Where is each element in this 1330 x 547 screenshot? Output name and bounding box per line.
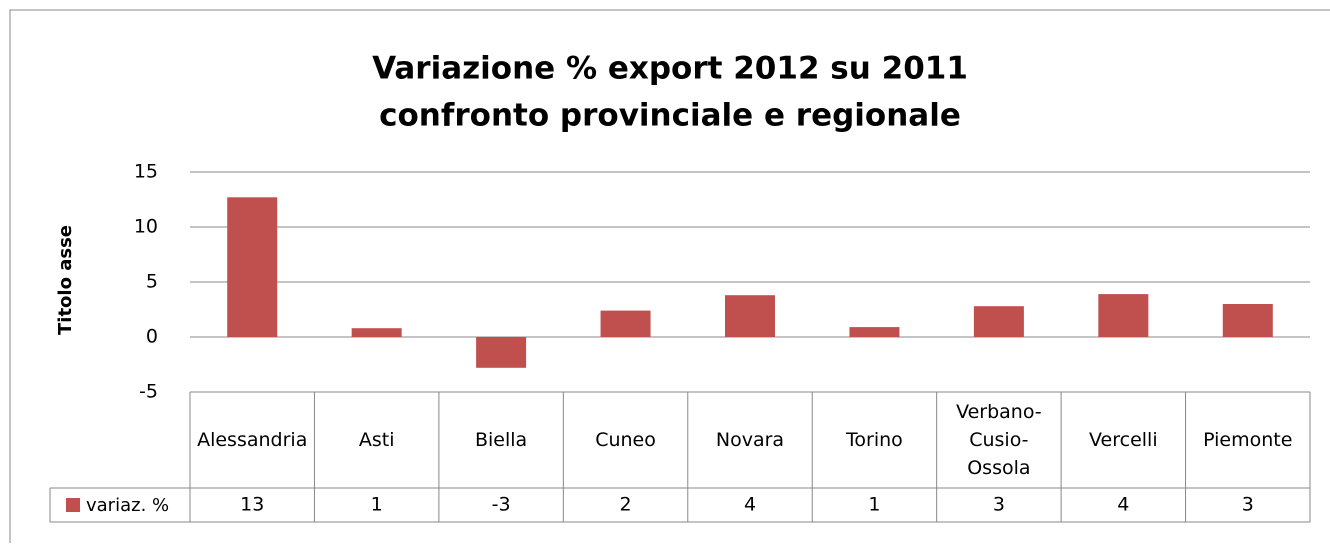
y-tick-label: 0 [146,326,158,348]
data-table-value: 1 [868,494,880,516]
x-tick-label-box: Cuneo [595,429,656,451]
x-tick-label: Vercelli [1089,429,1158,451]
x-tick-label-box: Asti [358,429,395,451]
data-table-value: 1 [371,494,383,516]
x-tick-label: Biella [474,429,528,451]
bar [600,310,651,337]
bar [476,337,527,368]
x-tick-label-box: Alessandria [197,429,308,451]
x-tick-label: Piemonte [1203,429,1293,451]
bar [1222,304,1273,337]
x-tick-label-box: Vercelli [1089,429,1158,451]
bar [351,328,402,337]
x-tick-label-box: Piemonte [1203,429,1293,451]
y-tick-label: -5 [139,381,158,403]
data-table-value: 4 [744,494,756,516]
y-tick-label: 5 [146,271,158,293]
data-table-value: 3 [1242,494,1254,516]
x-tick-label: Cuneo [595,429,656,451]
y-axis-label: Titolo asse [55,225,76,335]
x-tick-label-box: Torino [846,429,903,451]
data-table-value: 4 [1117,494,1129,516]
bar [227,197,278,337]
x-tick-label-box: Verbano-Cusio-Ossola [956,401,1042,479]
data-table-value: 2 [620,494,632,516]
x-tick-label: Verbano-Cusio-Ossola [956,401,1042,479]
x-tick-label: Torino [846,429,903,451]
bar [973,306,1024,337]
bar [725,295,775,337]
data-table-value: -3 [492,494,511,516]
bar [1098,294,1149,337]
data-table-value: 3 [993,494,1005,516]
data-table-value: 13 [240,494,264,516]
legend-label: variaz. % [86,495,169,516]
legend-swatch [66,498,80,512]
y-tick-label: 10 [134,216,158,238]
x-tick-label: Novara [715,429,785,451]
x-tick-label-box: Novara [715,429,785,451]
chart-title: confronto provinciale e regionale [379,98,961,134]
x-tick-label: Asti [358,429,395,451]
x-tick-label-box: Biella [474,429,528,451]
chart-title: Variazione % export 2012 su 2011 [372,51,968,87]
y-tick-label: 15 [134,161,158,183]
bar [849,327,900,337]
x-tick-label: Alessandria [197,429,308,451]
